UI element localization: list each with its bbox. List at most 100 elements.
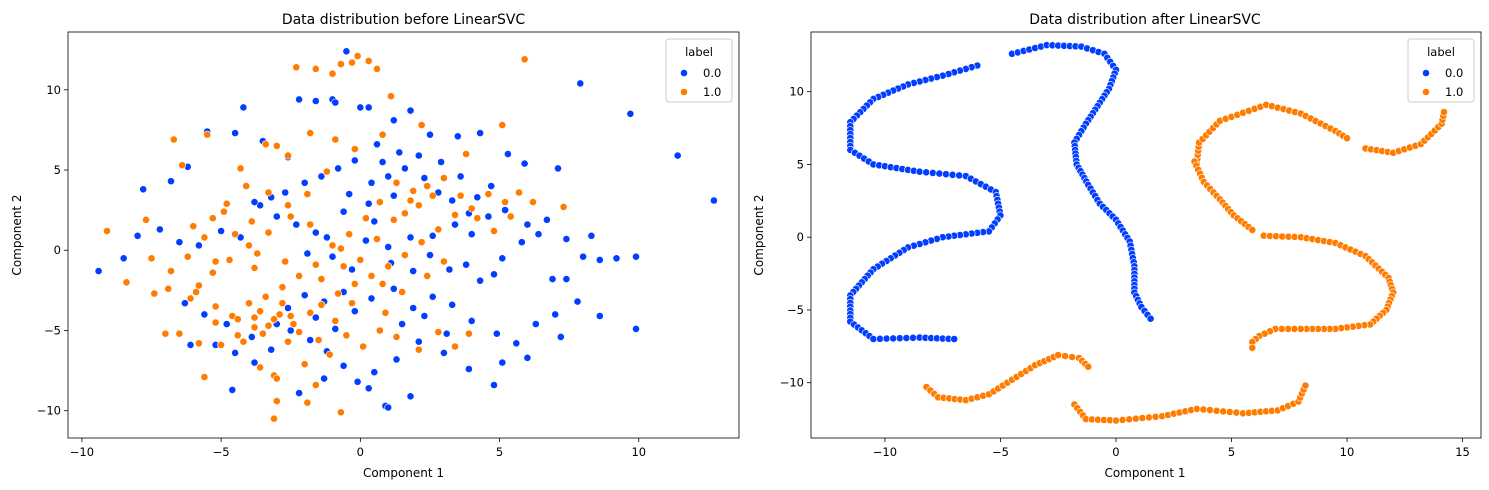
left-point-series-1 (295, 271, 303, 280)
left-point-series-1 (284, 337, 292, 346)
left-legend: label 0.0 1.0 (665, 38, 733, 103)
left-point-series-1 (147, 254, 156, 263)
left-point-series-0 (406, 233, 415, 242)
left-point-series-0 (673, 151, 682, 160)
right-x-tick-label: −10 (873, 445, 897, 459)
left-point-series-1 (392, 332, 401, 341)
left-point-series-0 (448, 300, 457, 309)
left-legend-title: label (685, 45, 713, 59)
left-point-series-1 (336, 408, 345, 417)
left-point-series-0 (556, 332, 565, 341)
right-point-series-1 (1248, 225, 1257, 234)
left-point-series-1 (250, 263, 259, 272)
left-point-series-0 (378, 158, 387, 166)
left-point-series-0 (490, 270, 498, 279)
left-point-series-1 (261, 292, 270, 301)
left-point-series-1 (253, 249, 262, 258)
left-point-series-1 (208, 214, 217, 223)
left-point-series-1 (334, 289, 342, 298)
left-point-series-0 (398, 320, 406, 328)
right-panel: Data distribution after LinearSVC −10 −5 0… (752, 12, 1482, 480)
left-point-series-1 (264, 228, 273, 237)
left-point-series-1 (264, 188, 273, 197)
left-point-series-1 (167, 267, 175, 275)
left-point-series-1 (250, 313, 259, 322)
left-point-series-0 (348, 265, 356, 274)
right-point-series-1 (1343, 134, 1351, 143)
left-point-series-1 (311, 260, 320, 269)
left-point-series-1 (328, 69, 337, 78)
left-point-series-1 (387, 92, 395, 101)
left-point-series-0 (548, 275, 557, 283)
left-point-series-0 (186, 340, 195, 349)
left-point-series-0 (467, 316, 476, 325)
left-point-series-1 (353, 52, 362, 60)
left-point-series-1 (467, 204, 476, 213)
right-point-series-1 (1125, 415, 1134, 424)
left-point-series-0 (364, 384, 373, 393)
left-point-series-1 (261, 140, 270, 149)
right-point-series-1 (1151, 412, 1160, 421)
left-point-series-0 (384, 172, 393, 181)
left-point-series-0 (492, 329, 501, 338)
right-points-layer (846, 41, 1448, 425)
left-point-series-0 (554, 164, 562, 173)
left-point-series-1 (367, 271, 376, 280)
left-point-series-0 (612, 254, 621, 263)
left-y-tick-label: −5 (44, 323, 61, 337)
left-y-tick-label: 0 (54, 243, 61, 257)
left-point-series-1 (292, 63, 301, 72)
left-point-series-0 (420, 312, 429, 320)
left-point-series-0 (322, 233, 331, 242)
left-point-series-1 (189, 222, 198, 231)
left-point-series-0 (339, 361, 348, 370)
right-point-series-0 (882, 334, 891, 343)
left-point-series-1 (303, 398, 312, 407)
left-point-series-0 (531, 320, 540, 328)
left-point-series-1 (150, 289, 159, 298)
left-point-series-0 (295, 389, 303, 397)
left-point-series-1 (103, 227, 111, 235)
left-point-series-0 (503, 150, 512, 158)
right-point-series-1 (1131, 414, 1140, 423)
left-point-series-1 (361, 214, 370, 223)
left-point-series-0 (428, 231, 437, 240)
left-point-series-1 (400, 209, 409, 218)
right-x-tick-label: 0 (1112, 445, 1119, 459)
left-point-series-1 (208, 268, 217, 277)
left-point-series-1 (398, 288, 406, 296)
left-point-series-1 (231, 230, 239, 239)
left-point-series-0 (395, 148, 404, 157)
left-point-series-0 (239, 103, 248, 112)
left-point-series-1 (414, 201, 423, 210)
left-point-series-0 (339, 207, 348, 216)
left-point-series-0 (632, 324, 640, 333)
left-point-series-0 (389, 116, 398, 125)
left-panel: Data distribution before LinearSVC −10 −5… (10, 12, 740, 480)
left-point-series-0 (306, 336, 315, 344)
left-point-series-1 (384, 262, 393, 271)
right-point-series-1 (1192, 404, 1201, 413)
left-point-series-0 (426, 130, 434, 139)
left-x-tick-label: −10 (70, 445, 94, 459)
left-point-series-0 (356, 103, 365, 112)
left-point-series-1 (381, 308, 390, 317)
left-point-series-1 (378, 130, 387, 139)
right-point-series-0 (915, 167, 924, 176)
left-point-series-0 (334, 164, 342, 173)
right-point-series-1 (1112, 416, 1120, 425)
left-legend-box (665, 38, 733, 103)
left-point-series-1 (490, 227, 498, 235)
right-point-series-0 (889, 334, 898, 343)
left-point-series-1 (183, 252, 192, 261)
left-point-series-1 (211, 302, 220, 311)
left-point-series-0 (300, 291, 309, 300)
right-point-series-1 (1145, 413, 1153, 422)
left-point-series-1 (336, 244, 345, 253)
right-point-series-1 (1212, 406, 1221, 415)
left-point-series-0 (456, 172, 465, 181)
left-point-series-1 (342, 331, 351, 340)
right-point-series-0 (895, 334, 904, 343)
left-point-series-1 (175, 329, 184, 338)
right-point-series-1 (1248, 343, 1257, 352)
